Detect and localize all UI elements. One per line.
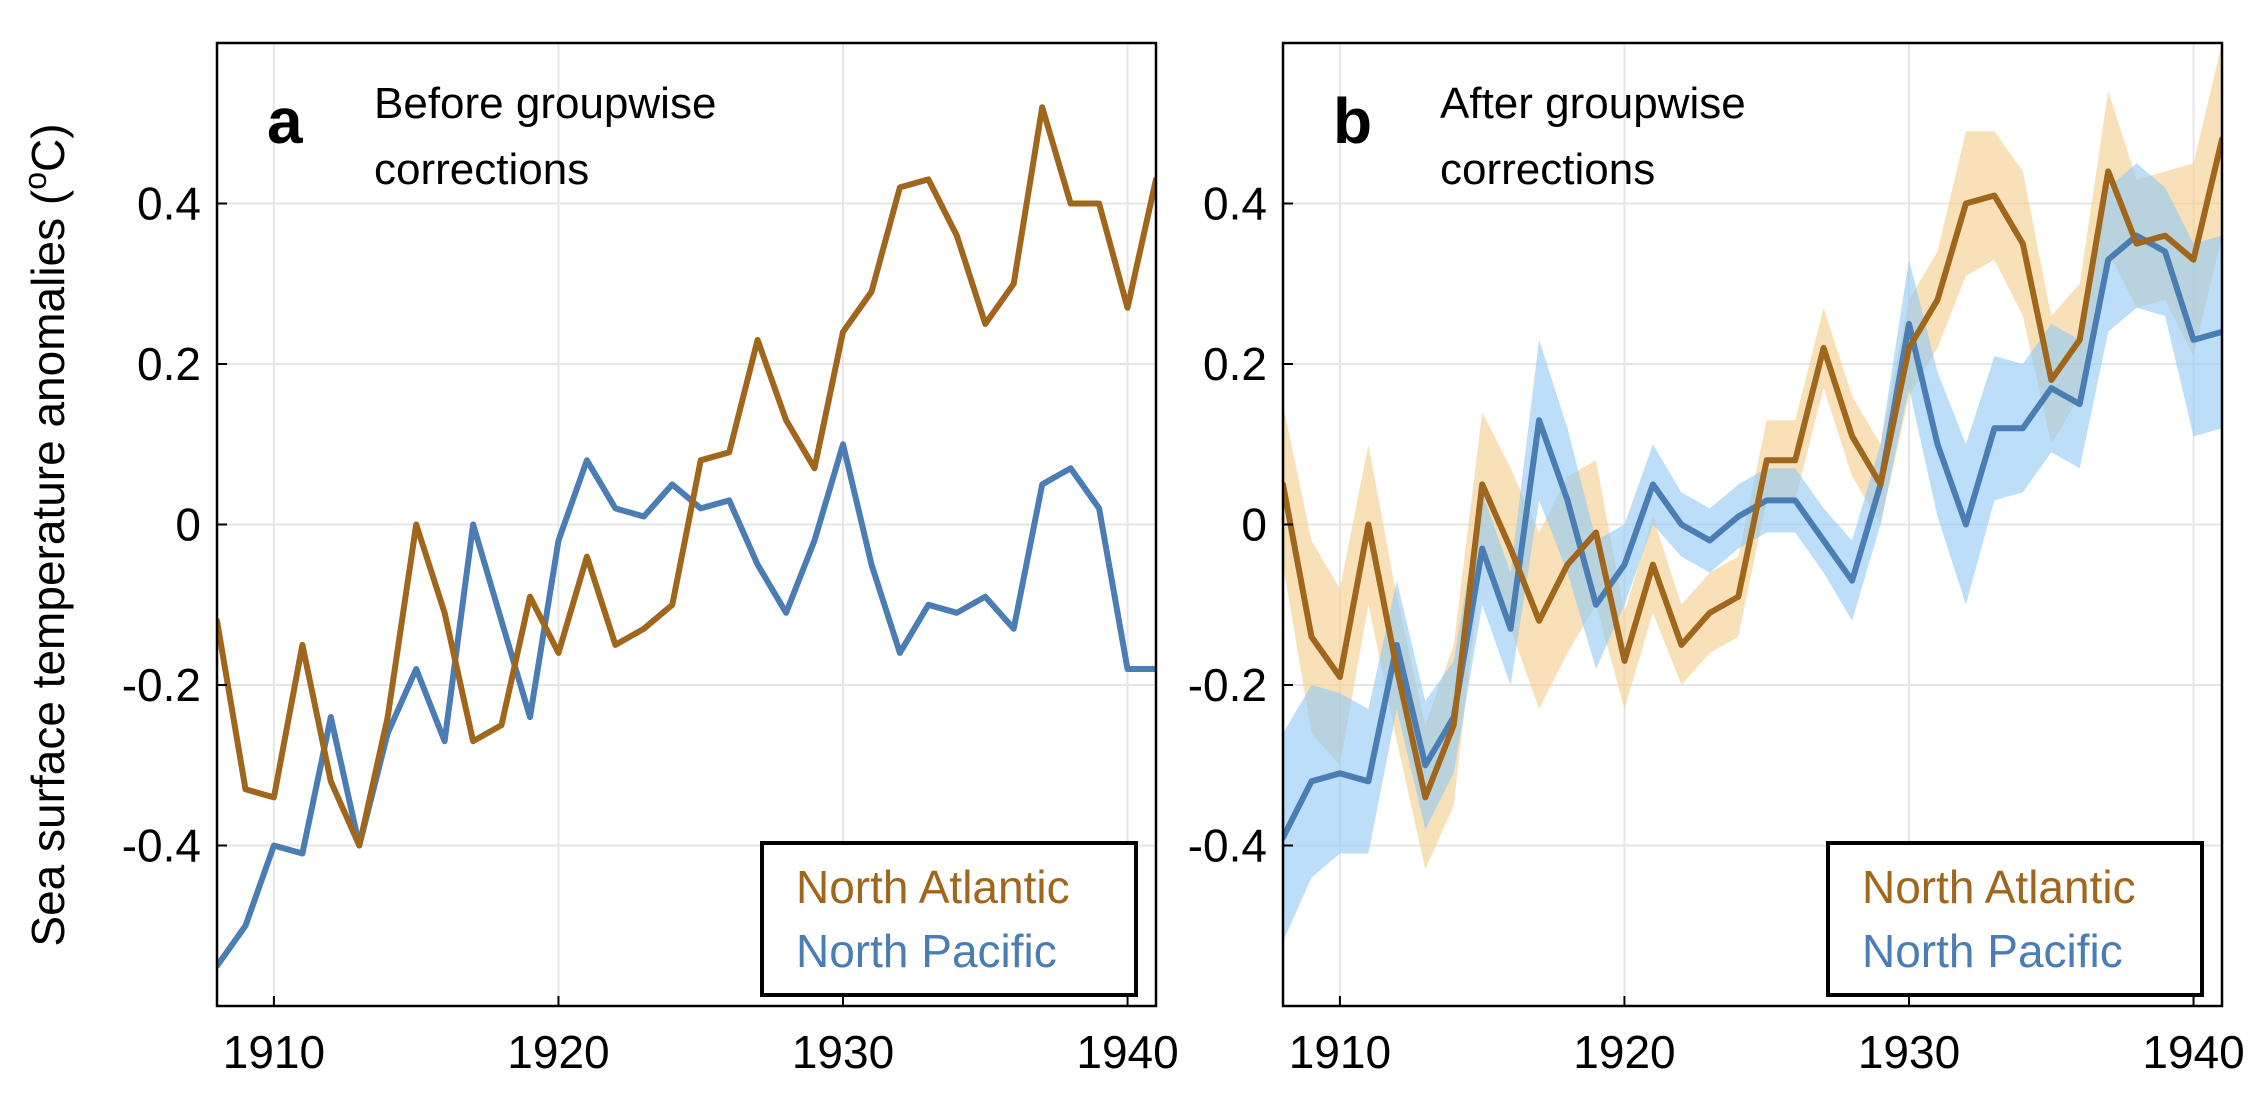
y-tick-label: -0.4 [1188, 820, 1267, 872]
series-line-north-atlantic [1283, 136, 2222, 801]
y-axis-label: Sea surface temperature anomalies (oC) [17, 123, 74, 946]
x-tick-label: 1940 [1076, 1026, 1178, 1078]
legend-box [760, 841, 1138, 997]
x-tick-label: 1910 [1289, 1026, 1391, 1078]
legend-entry-north-atlantic: North Atlantic [796, 861, 1070, 913]
y-tick-label: -0.4 [122, 820, 201, 872]
x-tick-label: 1930 [1858, 1026, 1960, 1078]
x-tick-label: 1940 [2142, 1026, 2244, 1078]
y-tick-label: 0.2 [137, 338, 201, 390]
y-tick-label: 0 [1241, 499, 1267, 551]
y-tick-label: 0 [175, 499, 201, 551]
y-tick-label: 0.4 [1203, 178, 1267, 230]
panel-a: 1910 1920 1930 1940 -0.4 -0.2 0 0.2 0.4 a Before g… [122, 41, 1179, 1078]
y-tick-label: -0.2 [122, 659, 201, 711]
panel-letter: a [267, 85, 303, 157]
series-line-north-pacific [1283, 232, 2222, 841]
panel-title-line: After groupwise [1440, 79, 1746, 128]
y-tick-label: 0.2 [1203, 338, 1267, 390]
uncertainty-band-north-atlantic [1283, 43, 2222, 870]
x-tick-label: 1910 [223, 1026, 325, 1078]
legend-entry-north-pacific: North Pacific [796, 925, 1057, 977]
x-tick-label: 1930 [792, 1026, 894, 1078]
panel-letter: b [1333, 85, 1372, 157]
y-tick-label: 0.4 [137, 178, 201, 230]
panel-title-line: corrections [1440, 145, 1655, 194]
legend-entry-north-pacific: North Pacific [1862, 925, 2123, 977]
legend-box [1826, 841, 2204, 997]
legend-entry-north-atlantic: North Atlantic [1862, 861, 2136, 913]
plot-area [217, 104, 1156, 969]
x-tick-label: 1920 [1573, 1026, 1675, 1078]
x-tick-label: 1920 [507, 1026, 609, 1078]
panel-title-line: corrections [374, 145, 589, 194]
panel-b: 1910 1920 1930 1940 -0.4 -0.2 0 0.2 0.4 b After gr… [1188, 41, 2245, 1078]
series-line-north-atlantic [217, 104, 1156, 849]
plot-area [1283, 43, 2222, 942]
panel-title-line: Before groupwise [374, 79, 716, 128]
y-tick-label: -0.2 [1188, 659, 1267, 711]
